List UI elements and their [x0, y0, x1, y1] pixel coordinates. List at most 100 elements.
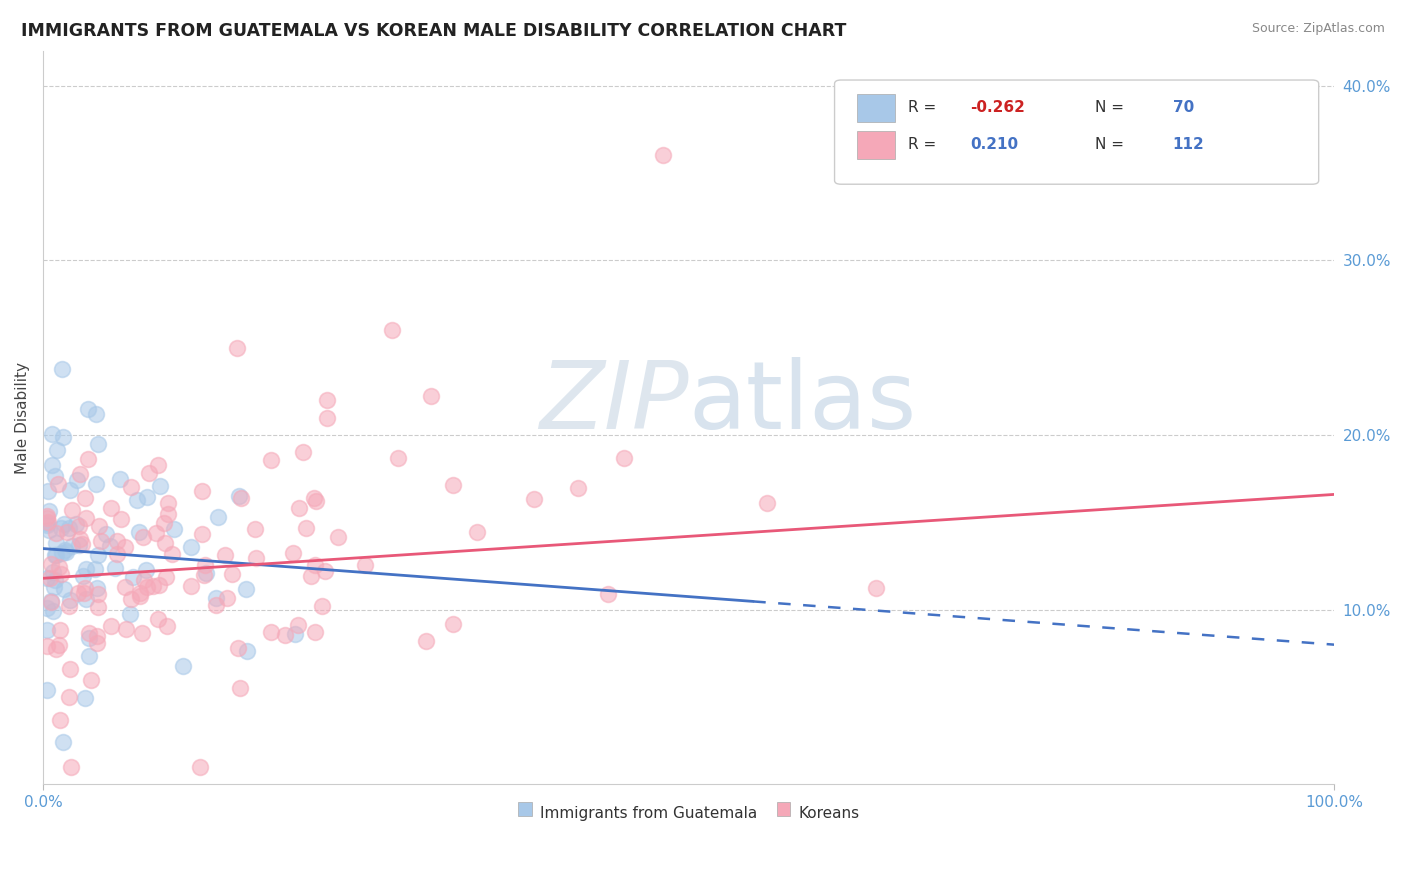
Point	[49, 521, 72, 535]
Point	[58, 521, 80, 535]
Point	[205, 591, 228, 606]
Point	[441, 616, 464, 631]
Point	[381, 323, 404, 337]
Point	[56, 524, 79, 539]
Point	[70, 537, 93, 551]
Point	[100, 501, 122, 516]
Point	[132, 574, 155, 588]
Point	[314, 564, 336, 578]
Point	[87, 599, 110, 614]
Point	[148, 612, 170, 626]
Point	[38, 571, 60, 585]
Point	[75, 562, 97, 576]
Point	[89, 518, 111, 533]
Point	[84, 407, 107, 421]
Point	[55, 545, 77, 559]
Point	[567, 481, 589, 495]
Point	[59, 483, 82, 498]
Point	[651, 148, 673, 162]
Point	[415, 633, 437, 648]
Point	[86, 437, 108, 451]
Point	[77, 401, 100, 416]
Point	[35, 517, 58, 532]
Point	[60, 539, 83, 553]
Point	[104, 560, 127, 574]
Point	[195, 566, 218, 580]
Point	[114, 580, 136, 594]
Point	[157, 508, 180, 522]
Point	[59, 760, 82, 774]
Point	[172, 659, 194, 673]
Point	[229, 491, 252, 505]
FancyBboxPatch shape	[856, 130, 896, 159]
Point	[52, 430, 75, 444]
Point	[162, 548, 184, 562]
Point	[48, 477, 70, 491]
Point	[387, 450, 409, 465]
Point	[44, 574, 66, 588]
Point	[67, 518, 90, 533]
Point	[221, 567, 243, 582]
Point	[190, 527, 212, 541]
Point	[39, 595, 62, 609]
Point	[215, 591, 238, 606]
Point	[45, 548, 67, 562]
Point	[38, 504, 60, 518]
Point	[155, 569, 177, 583]
Point	[523, 492, 546, 507]
Point	[287, 617, 309, 632]
Point	[225, 341, 247, 355]
Legend: Immigrants from Guatemala, Koreans: Immigrants from Guatemala, Koreans	[512, 799, 866, 827]
Point	[65, 517, 87, 532]
Point	[613, 450, 636, 465]
Point	[274, 628, 297, 642]
Point	[35, 511, 58, 525]
Point	[118, 607, 141, 621]
Point	[188, 760, 211, 774]
Point	[193, 568, 215, 582]
Point	[45, 536, 67, 550]
Point	[37, 516, 59, 530]
Point	[39, 557, 62, 571]
Point	[228, 489, 250, 503]
Point	[87, 549, 110, 563]
Point	[51, 545, 73, 559]
Point	[46, 443, 69, 458]
Point	[73, 581, 96, 595]
Point	[59, 662, 82, 676]
Point	[35, 639, 58, 653]
Point	[37, 483, 59, 498]
Point	[180, 579, 202, 593]
Point	[120, 480, 142, 494]
Point	[129, 590, 152, 604]
Text: 70: 70	[1173, 101, 1194, 115]
Point	[260, 453, 283, 467]
Point	[441, 478, 464, 492]
Point	[73, 491, 96, 506]
Point	[311, 599, 333, 614]
Text: -0.262: -0.262	[970, 101, 1025, 115]
Point	[44, 548, 66, 562]
Text: N =: N =	[1095, 137, 1129, 153]
Point	[105, 547, 128, 561]
Point	[67, 538, 90, 552]
Point	[136, 490, 159, 504]
Point	[73, 586, 96, 600]
Point	[49, 567, 72, 582]
Point	[59, 593, 82, 607]
Point	[51, 362, 73, 376]
Point	[86, 630, 108, 644]
Point	[354, 558, 377, 572]
Point	[49, 624, 72, 638]
FancyBboxPatch shape	[835, 80, 1319, 185]
Point	[148, 458, 170, 472]
Text: ZIP: ZIP	[538, 358, 689, 449]
Point	[145, 525, 167, 540]
Point	[75, 690, 97, 705]
Point	[180, 540, 202, 554]
Point	[142, 579, 165, 593]
Point	[191, 483, 214, 498]
Point	[284, 627, 307, 641]
Point	[865, 581, 887, 595]
Point	[235, 582, 257, 596]
